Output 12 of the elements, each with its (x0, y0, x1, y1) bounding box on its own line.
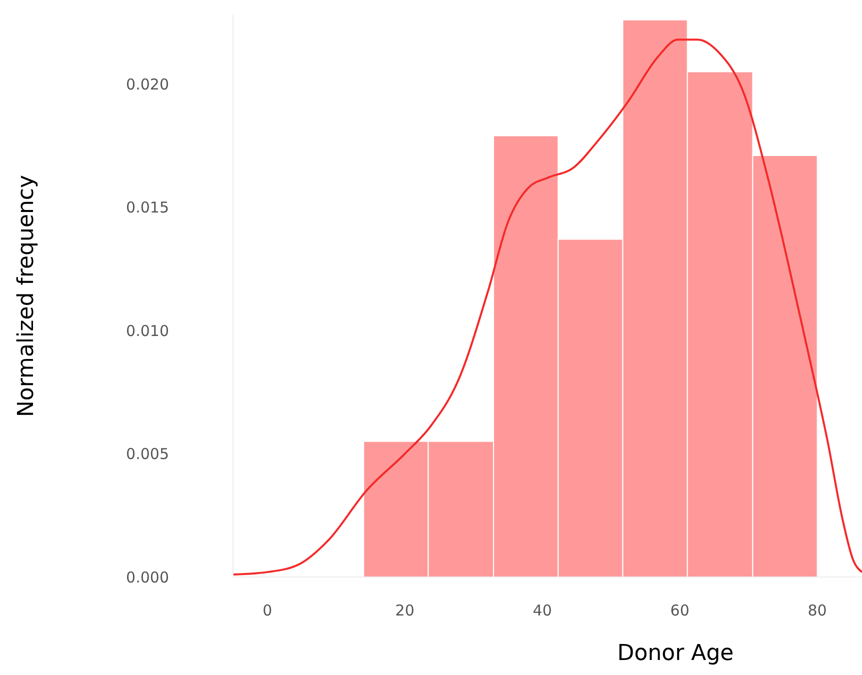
y-tick-label: 0.020 (126, 75, 169, 94)
y-tick-label: 0.000 (126, 568, 169, 586)
y-tick-label: 0.010 (126, 322, 169, 340)
x-tick-label: 20 (395, 602, 414, 620)
x-tick-label: 80 (808, 602, 827, 620)
x-tick-label: 40 (532, 602, 552, 620)
y-tick-label: 0.005 (126, 445, 169, 464)
x-tick-label: 60 (670, 602, 690, 620)
x-tick-label: 0 (262, 602, 272, 620)
y-tick-label: 0.015 (126, 198, 169, 217)
y-axis-title: Normalized frequency (14, 174, 39, 418)
x-axis-title: Donor Age (617, 641, 734, 666)
